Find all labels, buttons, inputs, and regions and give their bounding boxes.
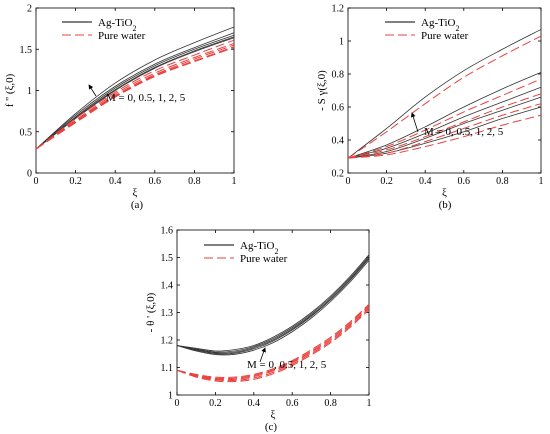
chart-panel-1: 0 0.2 0.4 0.6 0.8 10.20.40.60.811.2ξ- S γ(ξ,0… <box>316 4 544 212</box>
chart-panel-2: 0 0.2 0.4 0.6 0.8 1 1 1.1 1.2 1.3 1.4 1.5 1.6 ξ - θ ' … <box>145 226 372 434</box>
x-tick-label: 0.6 <box>286 398 299 409</box>
legend-label-subscript: 2 <box>132 24 136 33</box>
x-axis-label: ξ <box>442 187 447 199</box>
y-tick-label: 1.5 <box>20 45 33 56</box>
legend-label: Ag-TiO2 <box>98 17 136 33</box>
legend-label: Ag-TiO2 <box>240 240 278 256</box>
x-tick-label: 0 <box>34 176 39 187</box>
series-line-ag-tio2-0 <box>35 26 235 150</box>
series-line-ag-tio2-3 <box>347 96 542 159</box>
series-line-pure-water-6 <box>35 42 235 150</box>
y-tick-label: 0.2 <box>332 169 345 180</box>
series-line-pure-water-8 <box>176 308 370 382</box>
series-line-ag-tio2-0 <box>176 254 370 352</box>
x-axis-label: ξ <box>271 409 276 421</box>
legend-label: Pure water <box>240 253 288 265</box>
chart-panel-0: 0 0.2 0.4 0.6 0.8 1 0 0.5 1 1.5 2 ξ f '' (ξ,0) Ag-TiO… <box>4 4 237 212</box>
y-tick-label: 0.5 <box>20 127 33 138</box>
legend-label-subscript: 2 <box>274 247 278 256</box>
legend-label: Ag-TiO2 <box>421 17 459 33</box>
y-tick-label: 0.6 <box>332 103 345 114</box>
y-tick-label: 1.2 <box>332 4 345 15</box>
series-line-pure-water-9 <box>176 309 370 383</box>
increase-arrow <box>410 112 419 133</box>
x-tick-label: 0 <box>346 176 351 187</box>
x-tick-label: 0.8 <box>188 176 201 187</box>
x-tick-label: 0 <box>175 398 180 409</box>
y-axis-label: f '' (ξ,0) <box>4 73 16 107</box>
series-line-ag-tio2-1 <box>35 32 235 150</box>
y-tick-label: 0.8 <box>332 70 345 81</box>
series-line-pure-water-7 <box>176 306 370 381</box>
y-tick-label: 1.2 <box>161 336 174 347</box>
x-tick-label: 0.4 <box>419 176 432 187</box>
y-tick-label: 1.6 <box>161 226 174 237</box>
parameter-annotation: M = 0, 0.5, 1, 2, 5 <box>424 126 504 138</box>
x-tick-label: 0.6 <box>149 176 162 187</box>
series-line-ag-tio2-1 <box>347 71 542 159</box>
parameter-annotation: M = 0, 0.5, 1, 2, 5 <box>106 92 186 104</box>
series-line-ag-tio2-4 <box>347 106 542 159</box>
x-tick-label: 0.4 <box>248 398 261 409</box>
series-line-ag-tio2-2 <box>35 34 235 150</box>
parameter-annotation: M = 0, 0.5, 1, 2, 5 <box>247 359 327 371</box>
x-axis-label: ξ <box>133 187 138 199</box>
y-tick-label: 1.1 <box>161 363 174 374</box>
series-line-ag-tio2-2 <box>347 86 542 159</box>
x-tick-label: 1 <box>232 176 237 187</box>
series-line-ag-tio2-1 <box>176 255 370 353</box>
series-line-ag-tio2-3 <box>176 258 370 355</box>
series-line-pure-water-6 <box>347 78 542 159</box>
legend-label: Pure water <box>421 30 469 42</box>
increase-arrow <box>88 84 97 97</box>
x-tick-label: 0.4 <box>109 176 122 187</box>
series-line-pure-water-7 <box>35 44 235 150</box>
x-tick-label: 0.2 <box>69 176 82 187</box>
plot-frame <box>347 7 542 174</box>
y-tick-label: 2 <box>27 4 32 15</box>
y-tick-label: 1.4 <box>161 281 174 292</box>
series-line-pure-water-5 <box>347 35 542 159</box>
series-line-ag-tio2-4 <box>176 259 370 356</box>
series-line-pure-water-5 <box>176 303 370 378</box>
series-line-ag-tio2-0 <box>347 29 542 159</box>
panel-caption: (b) <box>439 199 452 211</box>
increase-arrow <box>259 347 266 363</box>
panel-caption: (a) <box>131 199 144 211</box>
y-tick-label: 0.4 <box>332 136 345 147</box>
y-tick-label: 1.3 <box>161 308 174 319</box>
series-line-ag-tio2-3 <box>35 36 235 150</box>
y-tick-label: 1 <box>339 37 344 48</box>
series-line-pure-water-8 <box>35 46 235 150</box>
series-line-ag-tio2-2 <box>176 257 370 354</box>
y-axis-label: - θ ' (ξ,0) <box>145 292 157 332</box>
series-line-pure-water-5 <box>35 39 235 150</box>
series-line-pure-water-9 <box>35 47 235 150</box>
x-tick-label: 0.8 <box>324 398 337 409</box>
series-line-pure-water-6 <box>176 305 370 380</box>
x-tick-label: 1 <box>539 176 544 187</box>
y-tick-label: 1 <box>168 391 173 402</box>
legend-label-subscript: 2 <box>455 24 459 33</box>
x-tick-label: 0.6 <box>458 176 471 187</box>
y-tick-label: 1.5 <box>161 253 174 264</box>
legend-label: Pure water <box>98 30 146 42</box>
y-tick-label: 1 <box>27 86 32 97</box>
x-tick-label: 0.2 <box>380 176 393 187</box>
y-axis-label: - S γ(ξ,0) <box>316 70 328 111</box>
panel-caption: (c) <box>265 421 278 433</box>
y-tick-label: 0 <box>27 169 32 180</box>
series-line-pure-water-8 <box>347 103 542 159</box>
series-line-pure-water-9 <box>347 114 542 159</box>
x-tick-label: 0.8 <box>496 176 509 187</box>
x-tick-label: 1 <box>367 398 372 409</box>
x-tick-label: 0.2 <box>209 398 222 409</box>
